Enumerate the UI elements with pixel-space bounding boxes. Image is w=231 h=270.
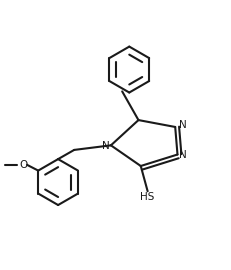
Text: N: N xyxy=(179,120,187,130)
Text: O: O xyxy=(20,160,28,170)
Text: N: N xyxy=(179,150,187,160)
Text: HS: HS xyxy=(140,192,155,202)
Text: N: N xyxy=(102,141,110,151)
